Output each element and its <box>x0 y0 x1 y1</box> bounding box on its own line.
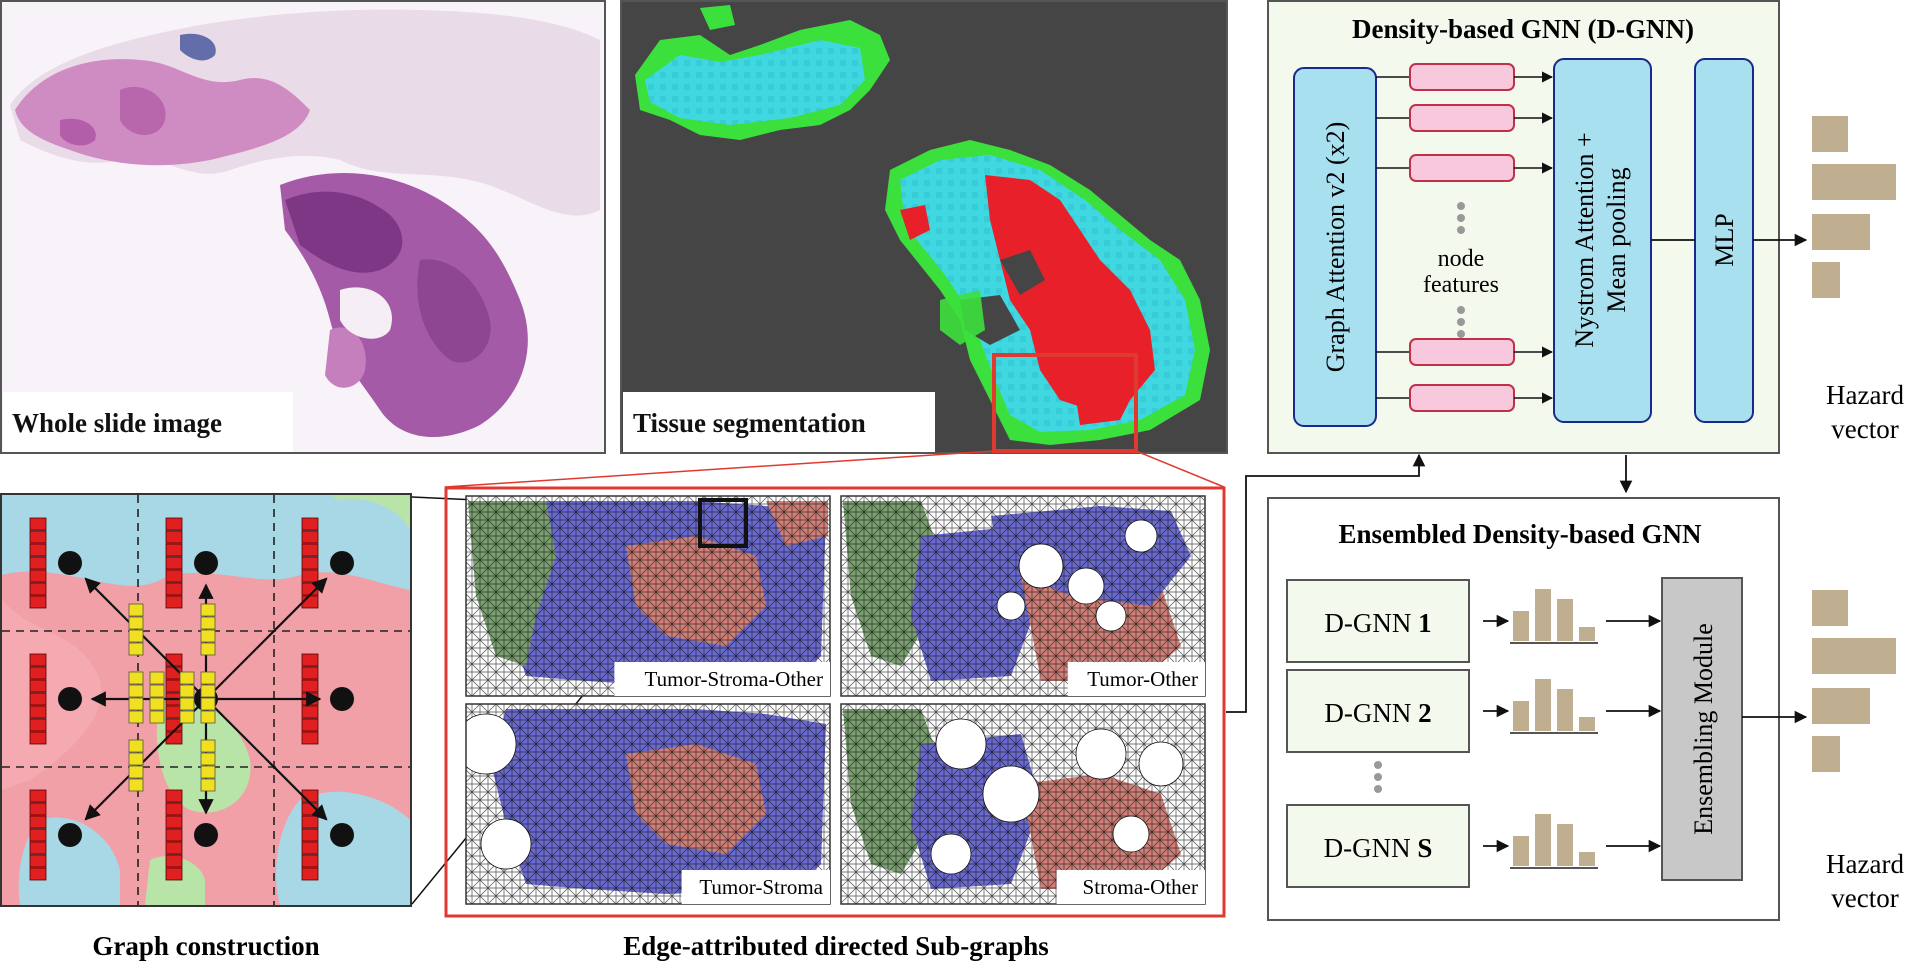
hazard-bar <box>1812 262 1840 298</box>
hazard-bar <box>1812 116 1848 152</box>
gat-label: Graph Attention v2 (x2) <box>1321 122 1350 373</box>
subgraph-panel: Tumor-Stroma-Other <box>465 495 831 697</box>
tissue-segmentation-panel: Tissue segmentation <box>620 0 1228 454</box>
mini-hazard-bar <box>1535 679 1551 731</box>
graph-node <box>194 823 218 847</box>
mini-hazard-bar <box>1513 611 1529 641</box>
hazard-bar <box>1812 164 1896 200</box>
ensemble-model-2: D-GNN 2 <box>1286 669 1662 753</box>
nystrom-label-1: Nystrom Attention + <box>1570 132 1599 347</box>
ensemble-box: Ensembled Density-based GNN D-GNN 1 D-GNN… <box>1267 497 1808 921</box>
node-feature-bar <box>1409 154 1515 182</box>
mini-hazard-bar <box>1579 717 1595 731</box>
hazard-bar <box>1812 590 1848 626</box>
hazard-bottom-label-1: Hazard <box>1826 849 1904 879</box>
graph-node <box>58 551 82 575</box>
hazard-top-label-1: Hazard <box>1826 380 1904 410</box>
subgraph-zoom-box <box>698 498 748 548</box>
node-feature-bar <box>1409 338 1515 366</box>
node-feature-bar <box>1409 104 1515 132</box>
graph-node <box>58 687 82 711</box>
seg-zoom-box <box>992 353 1138 453</box>
mlp-label: MLP <box>1710 213 1739 266</box>
subgraphs-panel: Tumor-Stroma-Other Tumor-Other Tumor-Strom… <box>444 486 1226 918</box>
hazard-bottom-label-2: vector <box>1831 883 1898 913</box>
ensemble-model-1: D-GNN 1 <box>1286 579 1662 663</box>
dgnn-box: Density-based GNN (D-GNN) Graph Attentio… <box>1267 0 1808 454</box>
node-feature-bar <box>1409 63 1515 91</box>
ensemble-model-3: D-GNN S <box>1286 804 1662 888</box>
mini-hazard-bar <box>1557 599 1573 641</box>
ensembling-module <box>1661 577 1743 881</box>
graph-node <box>330 551 354 575</box>
graph-node <box>330 687 354 711</box>
mini-hazard-bar <box>1579 852 1595 866</box>
graph-node <box>58 823 82 847</box>
mini-hazard-bar <box>1535 814 1551 866</box>
ensembling-module-label: Ensembling Module <box>1689 623 1718 835</box>
whole-slide-image-panel: Whole slide image <box>0 0 606 454</box>
hazard-bar <box>1812 638 1896 674</box>
wsi-label: Whole slide image <box>12 408 222 438</box>
node-features-label-1: node <box>1438 246 1485 272</box>
subgraphs-caption: Edge-attributed directed Sub-graphs <box>623 931 1049 961</box>
subgraph-label: Stroma-Other <box>1083 875 1198 899</box>
subgraph-label: Tumor-Stroma <box>699 875 823 899</box>
subgraph-label: Tumor-Stroma-Other <box>645 667 823 691</box>
dgnn-title: Density-based GNN (D-GNN) <box>1352 14 1694 44</box>
graph-construction-panel <box>0 493 412 907</box>
node-feature-bar <box>1409 384 1515 412</box>
wsi-tissue-dark <box>285 191 403 273</box>
seg-label: Tissue segmentation <box>633 408 866 438</box>
ensemble-dots <box>1374 761 1382 793</box>
hazard-vector-top <box>1812 116 1896 298</box>
mini-hazard-bar <box>1579 627 1595 641</box>
subgraph-panel: Tumor-Stroma <box>465 703 831 905</box>
hazard-top-label-2: vector <box>1831 414 1898 444</box>
svg-text:D-GNN 1: D-GNN 1 <box>1324 608 1431 638</box>
node-features-dots <box>1457 202 1465 338</box>
svg-text:D-GNN 2: D-GNN 2 <box>1324 698 1431 728</box>
hazard-bar <box>1812 688 1870 724</box>
gat-node <box>1293 67 1377 427</box>
mini-hazard-bar <box>1557 689 1573 731</box>
mini-hazard-bar <box>1557 824 1573 866</box>
subgraph-panel: Tumor-Other <box>840 495 1206 697</box>
seg-tumor-red <box>985 175 1155 410</box>
mini-hazard-bar <box>1513 836 1529 866</box>
graph-node <box>330 823 354 847</box>
nystrom-label-2: Mean pooling <box>1602 167 1631 312</box>
ensemble-title: Ensembled Density-based GNN <box>1338 519 1702 549</box>
svg-text:D-GNN S: D-GNN S <box>1324 833 1433 863</box>
subgraph-panel: Stroma-Other <box>840 703 1206 905</box>
graph-node <box>194 551 218 575</box>
mini-hazard-bar <box>1513 701 1529 731</box>
subgraph-label: Tumor-Other <box>1087 667 1198 691</box>
graph-construction-caption: Graph construction <box>92 931 319 961</box>
hazard-bar <box>1812 214 1870 250</box>
hazard-bar <box>1812 736 1840 772</box>
node-features-label-2: features <box>1423 272 1499 298</box>
mini-hazard-bar <box>1535 589 1551 641</box>
hazard-vector-bottom <box>1812 590 1896 772</box>
